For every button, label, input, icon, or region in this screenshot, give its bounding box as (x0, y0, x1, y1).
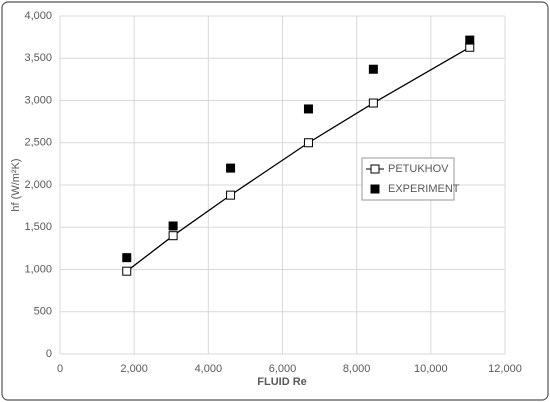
x-tick-label: 10,000 (414, 363, 448, 375)
data-point (303, 104, 313, 114)
data-point (122, 253, 132, 263)
data-point (303, 138, 313, 148)
data-point (168, 231, 178, 241)
x-tick-label: 0 (57, 363, 63, 375)
data-point (368, 64, 378, 74)
y-tick-label: 1,500 (24, 221, 52, 233)
series-line (126, 46, 471, 272)
legend-marker (370, 184, 380, 194)
data-point (465, 35, 475, 45)
y-tick-label: 500 (34, 306, 52, 318)
data-point (226, 163, 236, 173)
x-tick-label: 12,000 (488, 363, 522, 375)
legend-marker (370, 164, 380, 174)
y-tick-label: 2,000 (24, 179, 52, 191)
y-tick-label: 4,000 (24, 10, 52, 22)
data-point (122, 266, 132, 276)
y-tick-label: 1,000 (24, 263, 52, 275)
x-tick-label: 4,000 (195, 363, 223, 375)
data-point (168, 221, 178, 231)
legend-label: PETUKHOV (388, 163, 449, 175)
legend-label: EXPERIMENT (388, 183, 460, 195)
x-tick-label: 8,000 (343, 363, 371, 375)
y-tick-label: 2,500 (24, 137, 52, 149)
x-axis-title: FLUID Re (257, 376, 307, 388)
data-point (368, 98, 378, 108)
data-point (226, 190, 236, 200)
y-tick-label: 3,500 (24, 52, 52, 64)
y-tick-label: 0 (46, 348, 52, 360)
x-tick-label: 6,000 (269, 363, 297, 375)
y-axis-title: hf (W/m²K) (10, 158, 22, 211)
y-tick-label: 3,000 (24, 94, 52, 106)
x-tick-label: 2,000 (120, 363, 148, 375)
